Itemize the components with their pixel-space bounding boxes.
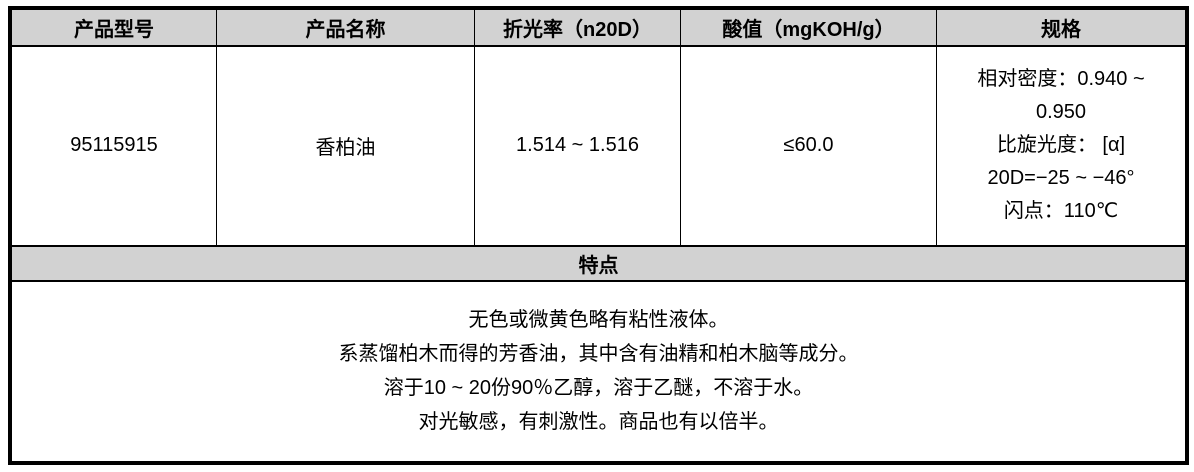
table-row: 95115915 香柏油 1.514 ~ 1.516 ≤60.0 相对密度：0.…	[11, 45, 1186, 246]
features-header-row: 特点	[11, 244, 1186, 282]
product-spec-table: 产品型号 产品名称 折光率（n20D） 酸值（mgKOH/g） 规格 95115…	[8, 6, 1189, 465]
cell-product-name: 香柏油	[216, 45, 475, 246]
features-row: 无色或微黄色略有粘性液体。 系蒸馏柏木而得的芳香油，其中含有油精和柏木脑等成分。溶…	[11, 280, 1186, 462]
cell-product-model: 95115915	[11, 45, 217, 246]
col-header-acid-value: 酸值（mgKOH/g）	[680, 9, 937, 47]
features-text: 无色或微黄色略有粘性液体。 系蒸馏柏木而得的芳香油，其中含有油精和柏木脑等成分。溶…	[11, 280, 1186, 462]
header-row: 产品型号 产品名称 折光率（n20D） 酸值（mgKOH/g） 规格	[11, 9, 1186, 47]
col-header-spec: 规格	[936, 9, 1186, 47]
cell-refractive-index: 1.514 ~ 1.516	[474, 45, 681, 246]
col-header-refractive-index: 折光率（n20D）	[474, 9, 681, 47]
col-header-product-model: 产品型号	[11, 9, 217, 47]
spec-table: 产品型号 产品名称 折光率（n20D） 酸值（mgKOH/g） 规格 95115…	[11, 9, 1186, 462]
col-header-product-name: 产品名称	[216, 9, 475, 47]
cell-spec: 相对密度：0.940 ~0.950 比旋光度： [α] 20D=−25 ~ −46°…	[936, 45, 1186, 246]
cell-acid-value: ≤60.0	[680, 45, 937, 246]
features-header: 特点	[11, 244, 1186, 282]
